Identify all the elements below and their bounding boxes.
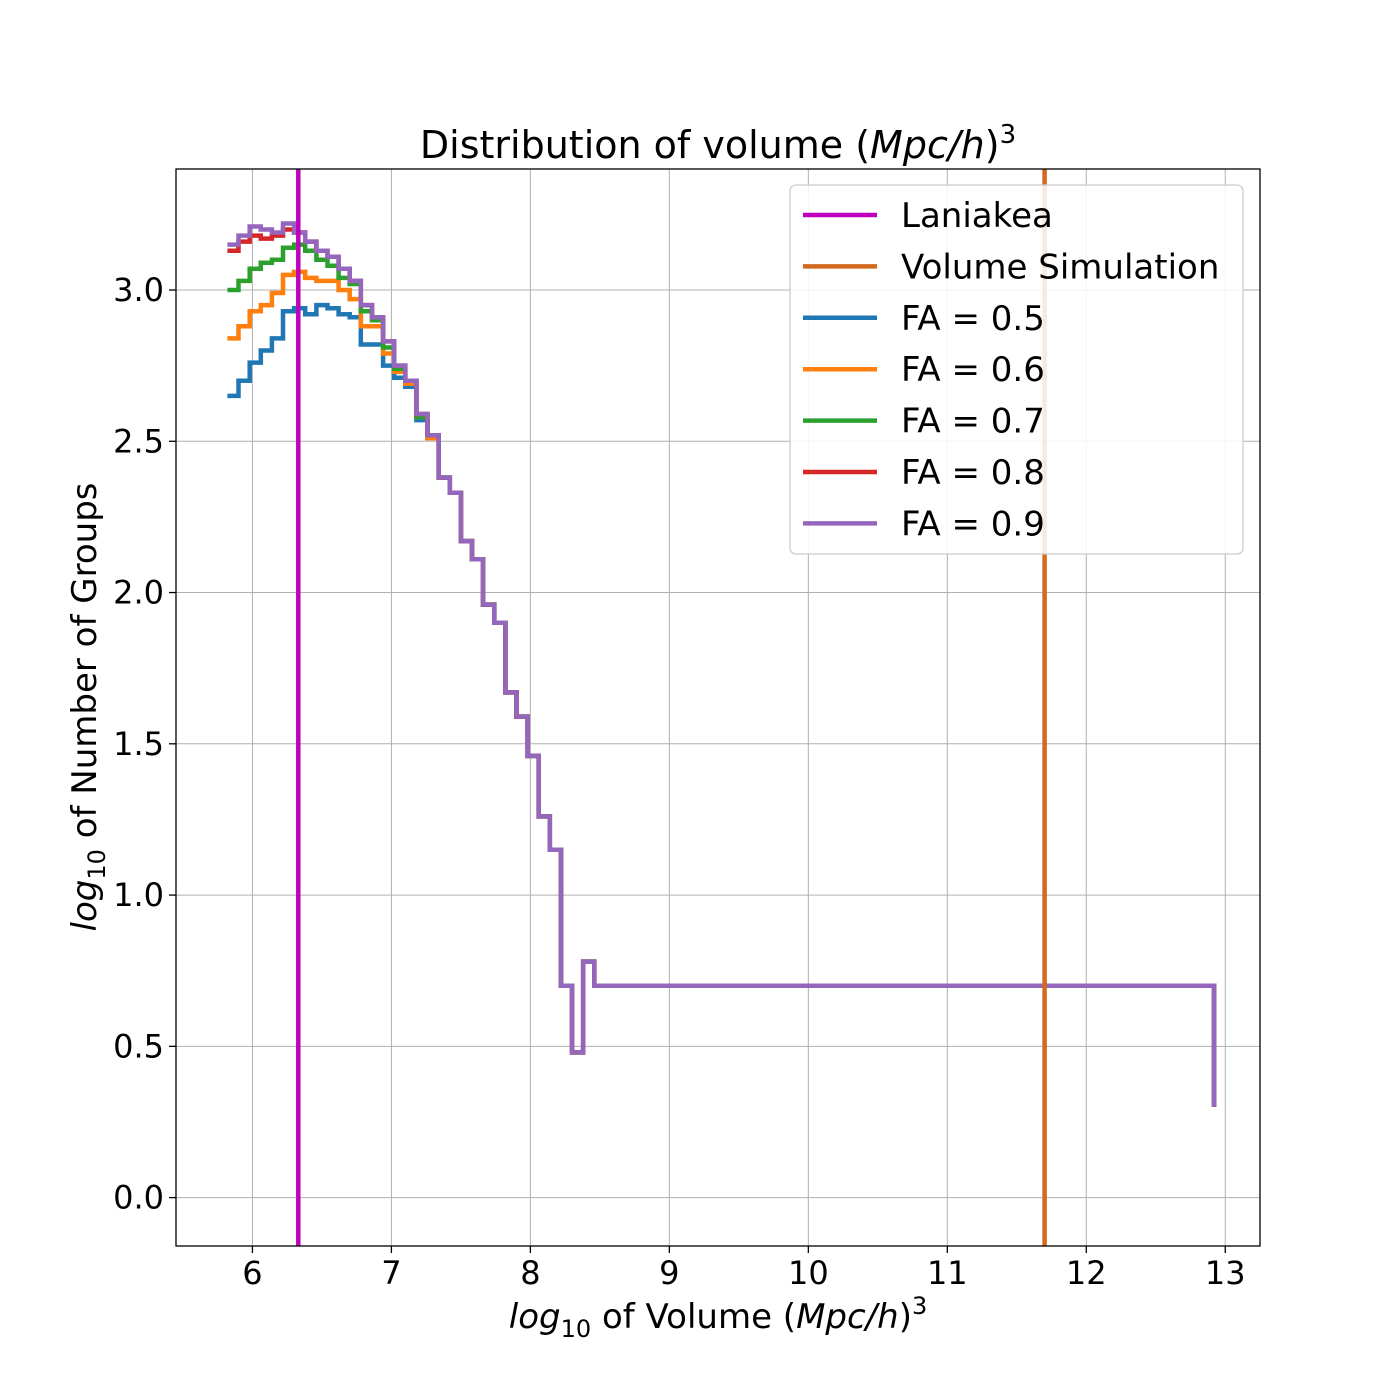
x-tick-label: 8 [520, 1254, 540, 1292]
y-tick-label: 0.5 [113, 1027, 164, 1065]
chart-title: Distribution of volume (Mpc/h)3 [420, 120, 1016, 167]
legend-label: FA = 0.8 [901, 453, 1045, 493]
series-group [227, 221, 1217, 1107]
series-line-fa-4 [227, 221, 1217, 1107]
legend-label: Volume Simulation [901, 247, 1219, 287]
y-axis-label: log10 of Number of Groups [65, 483, 111, 932]
y-tick-label: 0.0 [113, 1179, 164, 1217]
x-tick-label: 13 [1205, 1254, 1246, 1292]
x-tick-label: 12 [1066, 1254, 1107, 1292]
x-tick-label: 9 [659, 1254, 679, 1292]
y-tick-label: 1.0 [113, 876, 164, 914]
legend-label: FA = 0.6 [901, 350, 1045, 390]
x-axis-label: log10 of Volume (Mpc/h)3 [509, 1292, 927, 1343]
y-tick-label: 2.0 [113, 574, 164, 612]
y-tick-label: 2.5 [113, 422, 164, 460]
x-tick-label: 7 [381, 1254, 401, 1292]
plot-frame [175, 168, 1261, 1247]
legend-box [789, 184, 1244, 555]
x-axis-ticks: 6 7 8 9 10 11 12 13 [242, 1246, 1246, 1292]
x-tick-label: 11 [927, 1254, 968, 1292]
y-tick-label: 3.0 [113, 271, 164, 309]
legend: Laniakea Volume Simulation FA = 0.5 FA = 0.… [789, 184, 1244, 555]
legend-label: FA = 0.7 [901, 402, 1045, 442]
x-tick-label: 6 [242, 1254, 262, 1292]
legend-label: FA = 0.9 [901, 504, 1045, 544]
legend-label: Laniakea [901, 196, 1053, 236]
y-axis-ticks: 0.0 0.5 1.0 1.5 2.0 2.5 3.0 [113, 271, 176, 1217]
x-tick-label: 10 [788, 1254, 829, 1292]
y-tick-label: 1.5 [113, 725, 164, 763]
legend-label: FA = 0.5 [901, 299, 1045, 339]
